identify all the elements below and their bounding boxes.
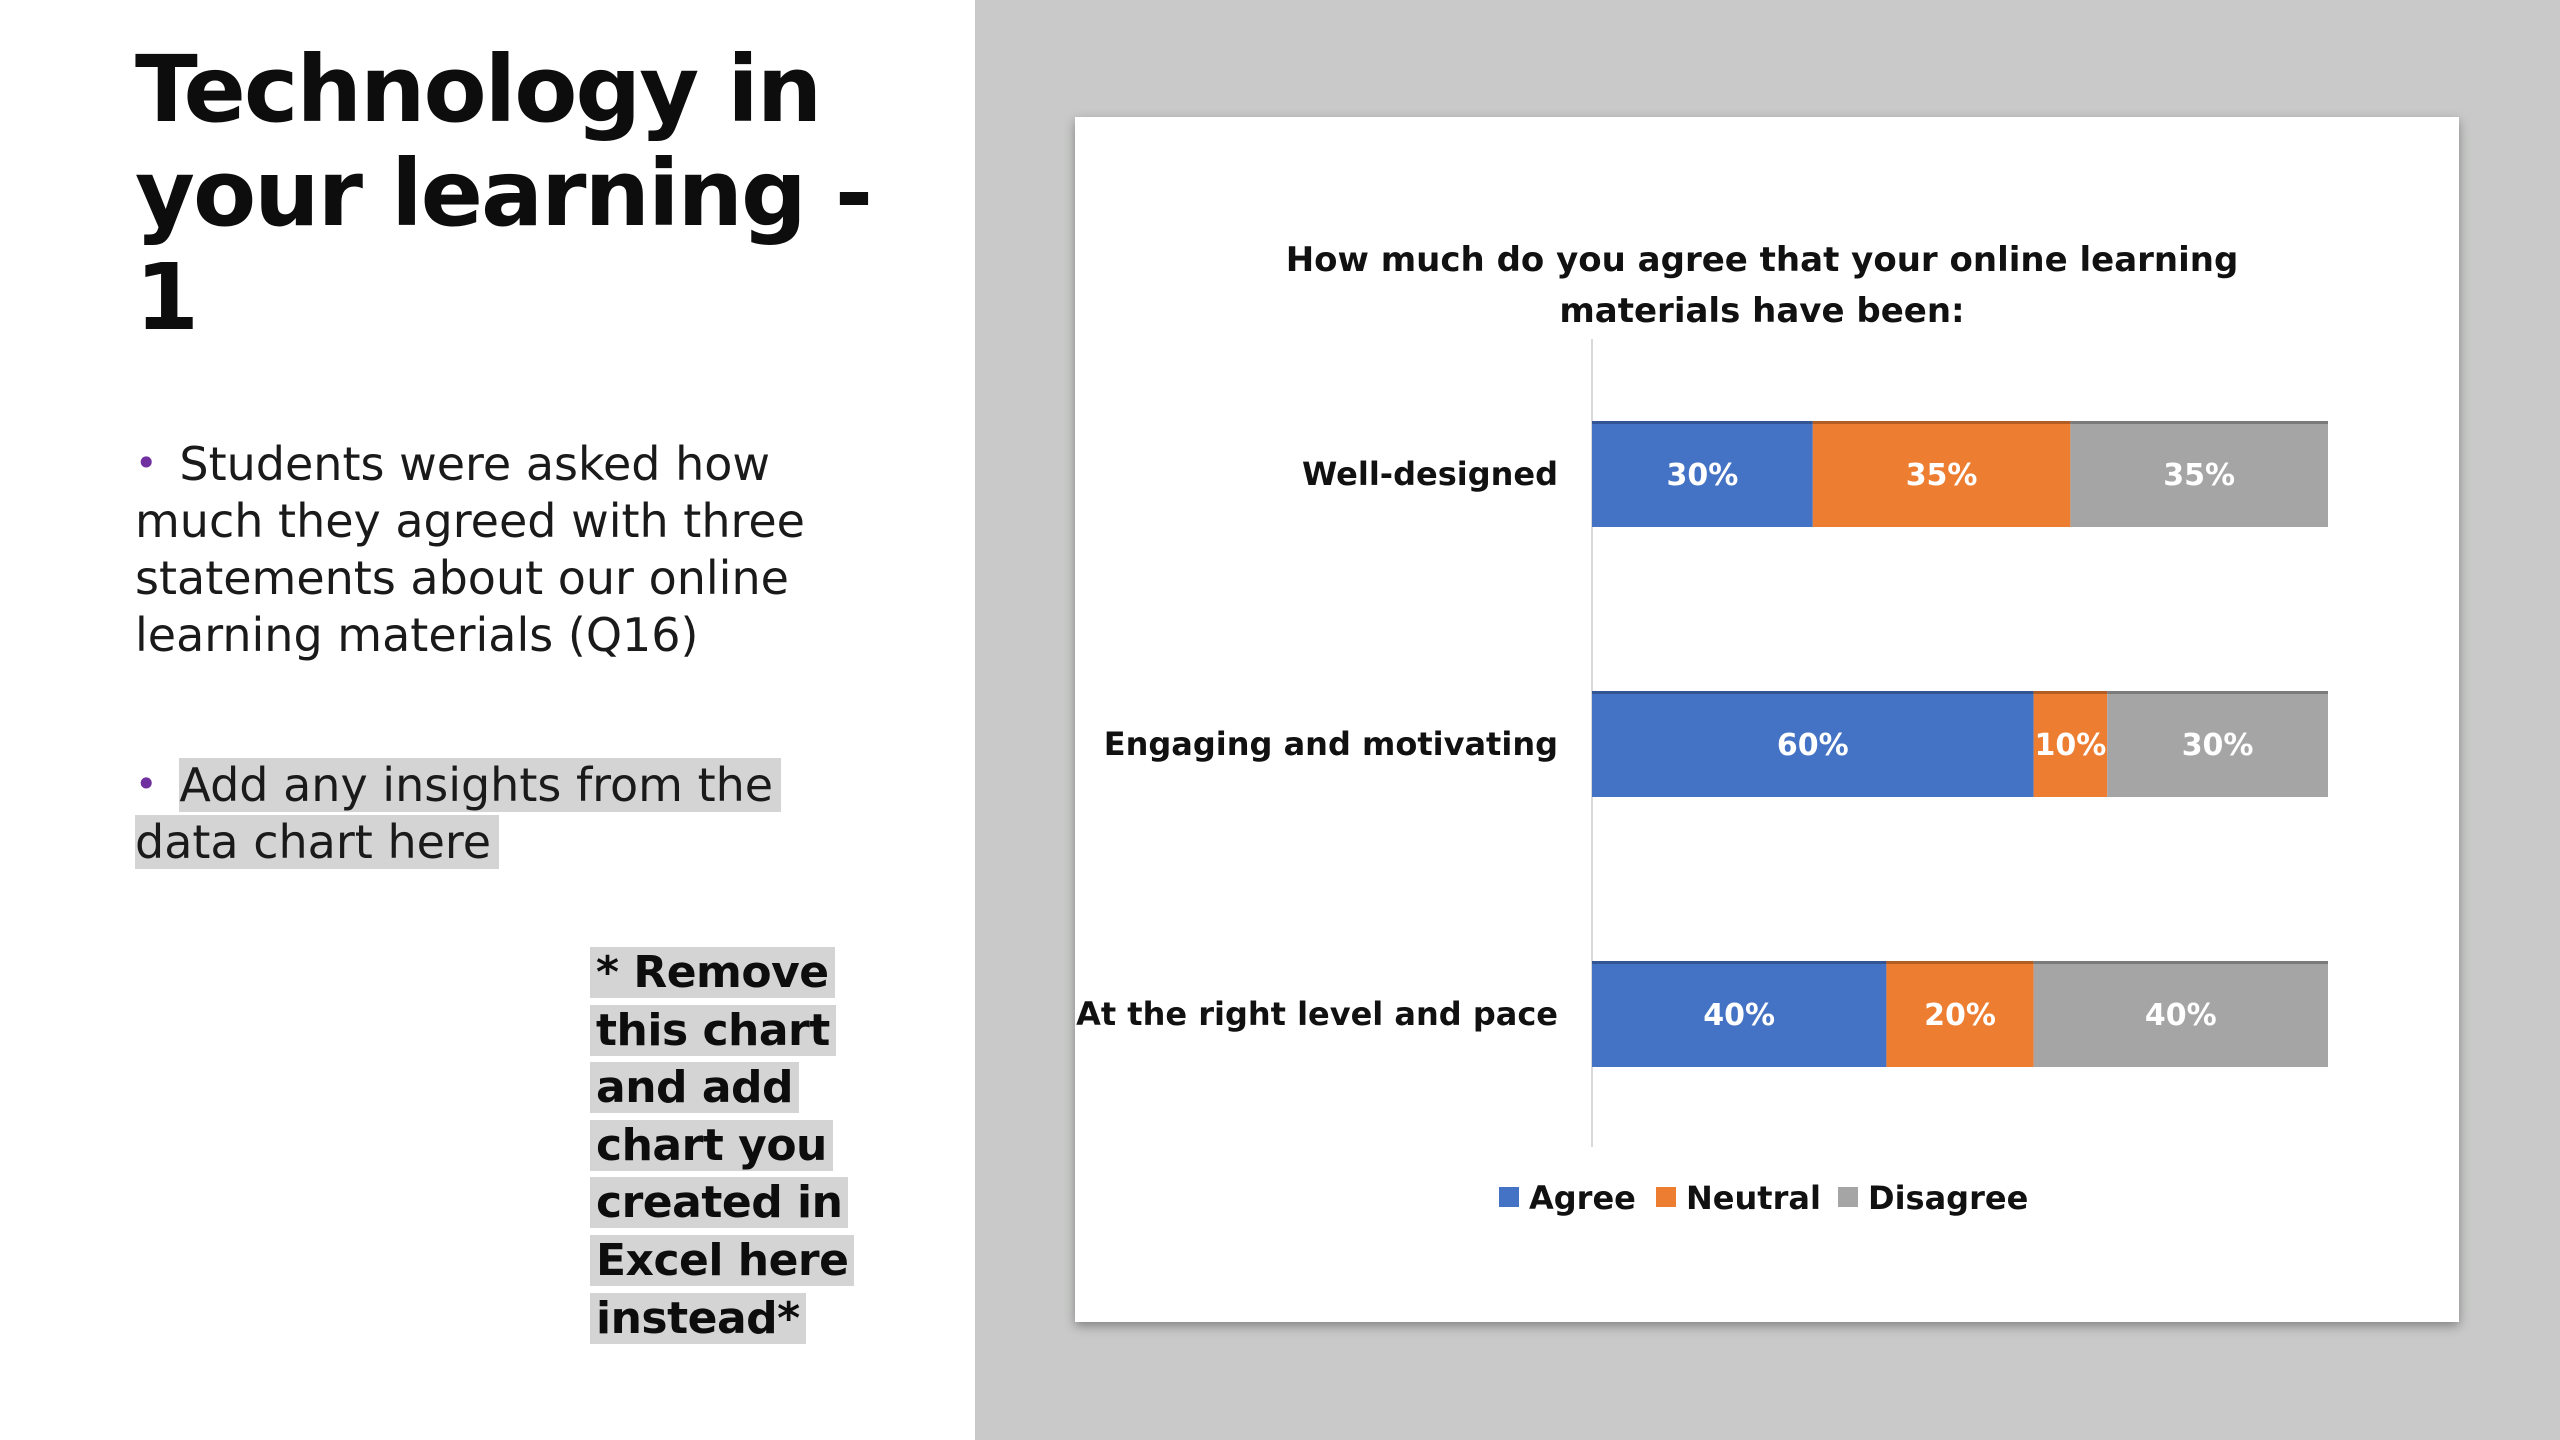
- bar-segment-disagree: [2070, 421, 2328, 527]
- data-label: 40%: [2145, 998, 2217, 1033]
- bullet-list: • Students were asked how much they agree…: [135, 435, 835, 963]
- legend-label: Agree: [1529, 1179, 1636, 1217]
- legend-label: Disagree: [1868, 1179, 2028, 1217]
- bar-segment-neutral: [2033, 691, 2108, 797]
- data-label: 60%: [1777, 728, 1849, 763]
- legend-label: Neutral: [1686, 1179, 1821, 1217]
- bullet-text-highlighted: Add any insights from the data chart her…: [135, 758, 782, 869]
- data-label: 30%: [1666, 458, 1738, 493]
- bullet-text: Students were asked how much they agreed…: [135, 437, 805, 662]
- chart-card[interactable]: How much do you agree that your online l…: [1075, 117, 2459, 1322]
- bar-segment-agree: [1592, 691, 2034, 797]
- bar-segment-disagree: [2107, 691, 2328, 797]
- bullet-item: • Students were asked how much they agree…: [135, 435, 835, 664]
- bullet-dot-icon: •: [135, 441, 158, 485]
- data-label: 40%: [1703, 998, 1775, 1033]
- slide-text-panel: Technology in your learning - 1 • Student…: [0, 0, 975, 1440]
- data-label: 30%: [2182, 728, 2254, 763]
- data-label: 35%: [1906, 458, 1978, 493]
- bar-segment-neutral: [1812, 421, 2071, 527]
- slide-title-line: 1: [135, 244, 199, 351]
- stacked-bar-chart: How much do you agree that your online l…: [1076, 240, 2328, 1217]
- legend-swatch: [1656, 1187, 1676, 1207]
- bar-segment-disagree: [2033, 961, 2328, 1067]
- data-label: 20%: [1924, 998, 1996, 1033]
- category-label: At the right level and pace: [1076, 995, 1558, 1033]
- category-label: Well-designed: [1302, 455, 1558, 493]
- data-label: 10%: [2034, 728, 2106, 763]
- slide-title-line: your learning -: [135, 140, 873, 247]
- bullet-dot-icon: •: [135, 762, 158, 806]
- bullet-item: • Add any insights from the data chart he…: [135, 756, 835, 871]
- chart-title-line: materials have been:: [1559, 291, 1964, 331]
- slide-title-line: Technology in: [135, 36, 822, 143]
- bar-segment-neutral: [1886, 961, 2034, 1067]
- instruction-note: * Remove this chart and add chart you cr…: [590, 944, 920, 1347]
- legend-swatch: [1499, 1187, 1519, 1207]
- chart-title-line: How much do you agree that your online l…: [1286, 240, 2239, 280]
- slide-title: Technology in your learning - 1: [135, 38, 895, 350]
- data-label: 35%: [2163, 458, 2235, 493]
- legend-swatch: [1838, 1187, 1858, 1207]
- instruction-note-text: * Remove this chart and add chart you cr…: [590, 947, 855, 1344]
- bar-segment-agree: [1592, 421, 1813, 527]
- category-label: Engaging and motivating: [1104, 725, 1558, 763]
- bar-segment-agree: [1592, 961, 1887, 1067]
